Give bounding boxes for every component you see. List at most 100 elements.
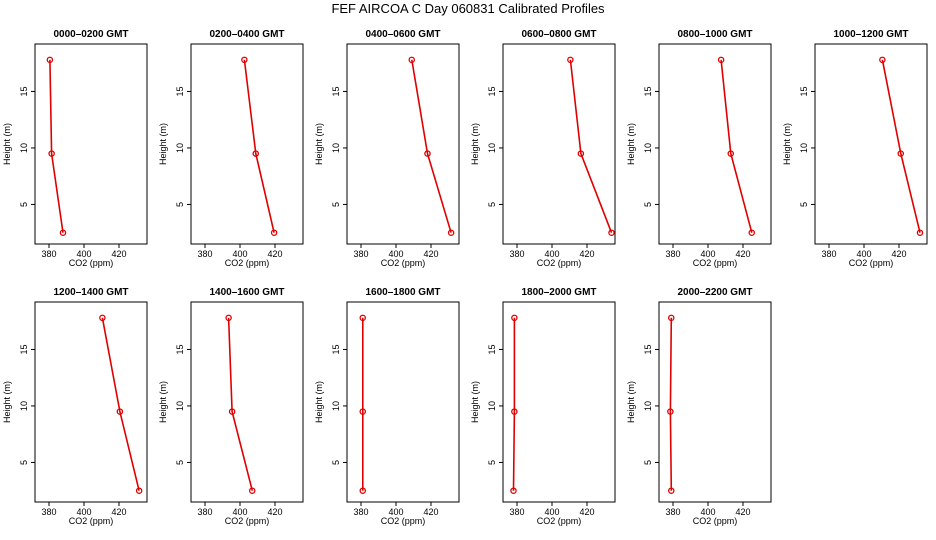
x-tick-label: 420 xyxy=(735,249,750,259)
x-tick-label: 380 xyxy=(509,249,524,259)
y-tick-label: 15 xyxy=(175,86,185,96)
co2-profile-line xyxy=(720,59,753,233)
panel-title: 2000–2200 GMT xyxy=(677,287,752,298)
panel-title: 0400–0600 GMT xyxy=(365,29,440,40)
x-tick-label: 380 xyxy=(353,249,368,259)
x-tick-label: 380 xyxy=(665,249,680,259)
co2-profile-point xyxy=(59,229,67,236)
y-tick-label: 5 xyxy=(331,202,341,207)
x-axis-label: CO2 (ppm) xyxy=(69,516,114,526)
profile-panel: 1800–2000 GMT 380 400 420 5 10 15 CO2 (ppm) Heig… xyxy=(470,287,616,526)
plot-frame xyxy=(346,301,460,503)
x-tick-label: 380 xyxy=(821,249,836,259)
plot-frame xyxy=(346,43,460,245)
x-tick-label: 380 xyxy=(665,507,680,517)
profile-panel: 0400–0600 GMT 380 400 420 5 10 15 CO2 (ppm) Heig… xyxy=(314,29,460,268)
y-tick-label: 15 xyxy=(487,86,497,96)
x-tick-label: 400 xyxy=(232,249,247,259)
panel-title: 0200–0400 GMT xyxy=(209,29,284,40)
profile-panel: 0600–0800 GMT 380 400 420 5 10 15 CO2 (ppm) Heig… xyxy=(470,29,616,268)
plot-frame xyxy=(658,301,772,503)
panel-title: 1200–1400 GMT xyxy=(53,287,128,298)
y-tick-label: 15 xyxy=(175,344,185,354)
y-tick-label: 10 xyxy=(487,143,497,153)
y-tick-label: 5 xyxy=(799,202,809,207)
x-tick-label: 380 xyxy=(41,249,56,259)
y-axis-label: Height (m) xyxy=(470,123,480,165)
x-tick-label: 400 xyxy=(544,249,559,259)
x-tick-label: 400 xyxy=(856,249,871,259)
profile-panel: 0200–0400 GMT 380 400 420 5 10 15 CO2 (ppm) Heig… xyxy=(158,29,304,268)
y-tick-label: 5 xyxy=(487,202,497,207)
y-tick-label: 5 xyxy=(19,202,29,207)
x-axis-label: CO2 (ppm) xyxy=(381,258,426,268)
co2-profile-point xyxy=(567,56,574,64)
co2-profile-point xyxy=(897,150,905,157)
profile-panel: 0000–0200 GMT 380 400 420 5 10 15 CO2 (ppm) Heig… xyxy=(2,29,148,268)
plot-frame xyxy=(190,43,304,245)
y-tick-label: 15 xyxy=(19,86,29,96)
plot-frame xyxy=(814,43,928,245)
x-axis-label: CO2 (ppm) xyxy=(693,516,738,526)
x-tick-label: 380 xyxy=(509,507,524,517)
y-tick-label: 15 xyxy=(643,86,653,96)
co2-profile-line xyxy=(569,59,613,233)
panel-title: 0600–0800 GMT xyxy=(521,29,596,40)
y-tick-label: 5 xyxy=(175,202,185,207)
y-axis-label: Height (m) xyxy=(2,381,12,423)
co2-profile-line xyxy=(101,317,140,491)
profile-panels: 0000–0200 GMT 380 400 420 5 10 15 CO2 (ppm) Heig… xyxy=(2,29,928,526)
y-tick-label: 10 xyxy=(331,143,341,153)
y-tick-label: 15 xyxy=(19,344,29,354)
co2-profile-point xyxy=(116,408,124,415)
panel-title: 0000–0200 GMT xyxy=(53,29,128,40)
x-tick-label: 420 xyxy=(267,249,282,259)
co2-profile-point xyxy=(577,150,585,157)
x-tick-label: 420 xyxy=(267,507,282,517)
x-tick-label: 400 xyxy=(544,507,559,517)
y-axis-label: Height (m) xyxy=(626,381,636,423)
plot-frame xyxy=(502,43,616,245)
co2-profile-line xyxy=(49,59,64,233)
y-tick-label: 5 xyxy=(175,460,185,465)
x-axis-label: CO2 (ppm) xyxy=(225,258,270,268)
x-axis-label: CO2 (ppm) xyxy=(849,258,894,268)
co2-profile-point xyxy=(228,408,236,415)
co2-profile-point xyxy=(667,408,674,415)
y-tick-label: 10 xyxy=(175,401,185,411)
co2-profile-point xyxy=(359,487,366,494)
x-axis-label: CO2 (ppm) xyxy=(69,258,114,268)
profile-panel: 1000–1200 GMT 380 400 420 5 10 15 CO2 (ppm) Heig… xyxy=(782,29,928,268)
y-axis-label: Height (m) xyxy=(158,381,168,423)
y-axis-label: Height (m) xyxy=(314,123,324,165)
co2-profile-point xyxy=(608,229,615,236)
y-tick-label: 5 xyxy=(643,202,653,207)
x-tick-label: 380 xyxy=(197,249,212,259)
x-tick-label: 400 xyxy=(388,249,403,259)
x-tick-label: 420 xyxy=(111,249,126,259)
x-tick-label: 380 xyxy=(353,507,368,517)
panel-title: 1400–1600 GMT xyxy=(209,287,284,298)
co2-profile-point xyxy=(46,56,54,64)
x-tick-label: 380 xyxy=(41,507,56,517)
y-tick-label: 5 xyxy=(331,460,341,465)
x-axis-label: CO2 (ppm) xyxy=(225,516,270,526)
co2-profile-point xyxy=(879,56,886,64)
plot-frame xyxy=(190,301,304,503)
co2-profile-point xyxy=(510,487,517,494)
panel-title: 1000–1200 GMT xyxy=(833,29,908,40)
plot-frame xyxy=(502,301,616,503)
plot-frame xyxy=(34,43,148,245)
x-tick-label: 420 xyxy=(579,249,594,259)
co2-profile-point xyxy=(511,314,518,322)
y-tick-label: 10 xyxy=(19,401,29,411)
x-tick-label: 420 xyxy=(735,507,750,517)
co2-profile-line xyxy=(243,59,275,233)
x-tick-label: 420 xyxy=(423,249,438,259)
plot-frame xyxy=(658,43,772,245)
x-tick-label: 420 xyxy=(423,507,438,517)
x-tick-label: 420 xyxy=(579,507,594,517)
x-tick-label: 400 xyxy=(76,507,91,517)
co2-profile-point xyxy=(668,487,675,494)
profile-panel: 1200–1400 GMT 380 400 420 5 10 15 CO2 (ppm) Heig… xyxy=(2,287,148,526)
